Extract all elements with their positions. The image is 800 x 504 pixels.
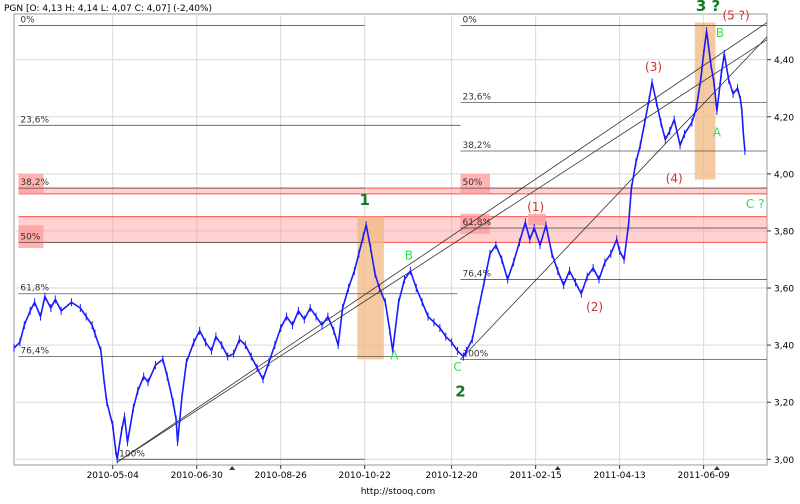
wave-label: (2) bbox=[586, 300, 603, 314]
trend-line bbox=[460, 36, 768, 360]
fib-level-label: 23,6% bbox=[462, 92, 491, 102]
wave-label: A bbox=[713, 126, 722, 140]
fib-level-label: 23,6% bbox=[20, 115, 49, 125]
y-tick-label: 3,00 bbox=[774, 456, 794, 466]
x-tick-label: 2011-04-13 bbox=[593, 471, 645, 481]
wave-label: (5 ?) bbox=[722, 9, 749, 23]
x-marker bbox=[713, 466, 720, 470]
fib-level-label: 61,8% bbox=[462, 218, 491, 228]
x-tick-label: 2010-08-26 bbox=[255, 471, 308, 481]
fib-level-label: 61,8% bbox=[20, 284, 49, 294]
x-tick-label: 2010-06-30 bbox=[171, 471, 224, 481]
plot-frame bbox=[13, 13, 768, 466]
wave-label: B bbox=[716, 26, 724, 40]
wave-label: C ? bbox=[746, 197, 765, 211]
wave-label: A bbox=[390, 348, 399, 362]
y-tick-label: 3,40 bbox=[774, 342, 794, 352]
wave-label: C bbox=[453, 360, 461, 374]
zone-red bbox=[18, 216, 768, 243]
zone-red-tag bbox=[18, 173, 44, 194]
y-tick-label: 3,20 bbox=[774, 399, 794, 409]
x-marker bbox=[554, 466, 561, 470]
wave-label: (1) bbox=[527, 200, 544, 214]
x-tick-label: 2010-10-22 bbox=[339, 471, 391, 481]
y-tick-label: 3,60 bbox=[774, 285, 794, 295]
fib-level-label: 50% bbox=[20, 232, 40, 242]
wave-label: 2 bbox=[455, 382, 465, 400]
y-tick-label: 4,40 bbox=[774, 56, 794, 66]
wave-label: 1 bbox=[359, 191, 369, 209]
ticker-header: PGN [O: 4,13 H: 4,14 L: 4,07 C: 4,07] (-… bbox=[4, 4, 212, 14]
x-tick-label: 2011-06-09 bbox=[677, 471, 730, 481]
zone-pink-dot bbox=[528, 213, 546, 226]
zone-red-tag bbox=[460, 173, 490, 194]
fib-level-label: 76,4% bbox=[462, 269, 491, 279]
x-tick-label: 2010-12-20 bbox=[425, 471, 478, 481]
fib-level-label: 76,4% bbox=[20, 347, 49, 357]
fib-level-label: 38,2% bbox=[20, 178, 49, 188]
wave-label: (3) bbox=[645, 60, 662, 74]
fib-level-label: 100% bbox=[119, 449, 145, 459]
fib-level-label: 0% bbox=[20, 15, 35, 25]
wave-label: 3 ? bbox=[696, 0, 720, 15]
zone-red bbox=[18, 188, 768, 194]
trend-line bbox=[116, 22, 768, 463]
wave-label: B bbox=[405, 248, 413, 262]
x-tick-label: 2010-05-04 bbox=[87, 471, 140, 481]
y-tick-label: 4,20 bbox=[774, 113, 794, 123]
y-tick-label: 4,00 bbox=[774, 170, 794, 180]
x-tick-label: 2011-02-15 bbox=[509, 471, 561, 481]
fib-level-label: 100% bbox=[462, 349, 488, 359]
x-marker bbox=[229, 466, 236, 470]
fib-level-label: 50% bbox=[462, 178, 482, 188]
fib-level-label: 38,2% bbox=[462, 141, 491, 151]
fib-level-label: 0% bbox=[462, 15, 477, 25]
y-tick-label: 3,80 bbox=[774, 227, 794, 237]
zone-red-tag bbox=[460, 213, 490, 234]
source-footer: http://stooq.com bbox=[361, 487, 436, 497]
wave-label: (4) bbox=[666, 171, 683, 185]
